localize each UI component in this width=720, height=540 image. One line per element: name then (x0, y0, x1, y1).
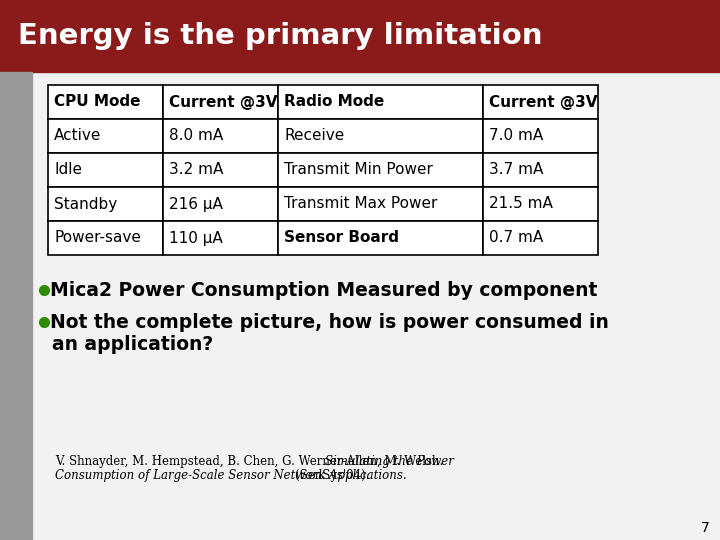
Bar (278, 221, 483, 255)
Text: 216 μA: 216 μA (169, 197, 223, 212)
Bar (483, 85, 598, 119)
Text: CPU Mode: CPU Mode (54, 94, 140, 110)
Bar (163, 187, 278, 221)
Bar (483, 187, 598, 221)
Text: Not the complete picture, how is power consumed in: Not the complete picture, how is power c… (50, 313, 609, 332)
Bar (48, 187, 163, 221)
Bar (163, 221, 278, 255)
Text: Current @3V: Current @3V (169, 94, 277, 110)
Bar (483, 221, 598, 255)
Text: 3.2 mA: 3.2 mA (169, 163, 223, 178)
Bar (278, 153, 483, 187)
Text: Power-save: Power-save (54, 231, 141, 246)
Bar (48, 221, 163, 255)
Text: 110 μA: 110 μA (169, 231, 222, 246)
Text: Active: Active (54, 129, 102, 144)
Text: 8.0 mA: 8.0 mA (169, 129, 223, 144)
Text: 0.7 mA: 0.7 mA (489, 231, 544, 246)
Bar (163, 153, 278, 187)
Bar (0, 72, 32, 540)
Text: Current @3V: Current @3V (489, 94, 598, 110)
Bar (278, 187, 483, 221)
Text: Sensor Board: Sensor Board (284, 231, 399, 246)
Text: 21.5 mA: 21.5 mA (489, 197, 553, 212)
Bar (48, 85, 163, 119)
Bar (32, 72, 720, 540)
Text: (SenSys'04).: (SenSys'04). (55, 469, 369, 483)
Text: Standby: Standby (54, 197, 117, 212)
Bar (48, 153, 163, 187)
Text: Mica2 Power Consumption Measured by component: Mica2 Power Consumption Measured by comp… (50, 280, 598, 300)
Text: 7: 7 (701, 521, 709, 535)
Bar (163, 119, 278, 153)
Bar (48, 119, 163, 153)
Text: Transmit Max Power: Transmit Max Power (284, 197, 437, 212)
Text: Energy is the primary limitation: Energy is the primary limitation (18, 22, 542, 50)
Bar (278, 85, 483, 119)
Bar (0, 0, 720, 72)
Bar (483, 119, 598, 153)
Text: Radio Mode: Radio Mode (284, 94, 384, 110)
Text: V. Shnayder, M. Hempstead, B. Chen, G. Werner-Allen, M. Welsh.: V. Shnayder, M. Hempstead, B. Chen, G. W… (55, 456, 447, 469)
Text: Simulating the Power: Simulating the Power (55, 456, 454, 469)
Text: Receive: Receive (284, 129, 344, 144)
Text: an application?: an application? (52, 334, 213, 354)
Text: Transmit Min Power: Transmit Min Power (284, 163, 433, 178)
Bar (483, 153, 598, 187)
Bar (163, 85, 278, 119)
Text: Idle: Idle (54, 163, 82, 178)
Text: 7.0 mA: 7.0 mA (489, 129, 544, 144)
Bar (278, 119, 483, 153)
Text: Consumption of Large-Scale Sensor Network Applications.: Consumption of Large-Scale Sensor Networ… (55, 469, 407, 483)
Text: 3.7 mA: 3.7 mA (489, 163, 544, 178)
